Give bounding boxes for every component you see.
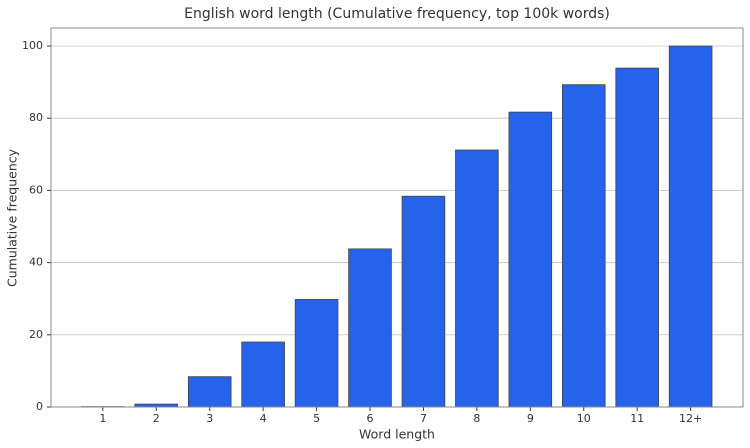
chart-title: English word length (Cumulative frequenc…: [184, 6, 610, 22]
y-tick-label: 20: [29, 328, 43, 341]
x-tick-label: 11: [630, 412, 644, 425]
y-tick-label: 100: [22, 39, 43, 52]
x-tick-label: 9: [527, 412, 534, 425]
y-tick-label: 80: [29, 111, 43, 124]
x-tick-label: 1: [99, 412, 106, 425]
x-tick-label: 2: [153, 412, 160, 425]
x-tick-label: 10: [577, 412, 591, 425]
bar: [561, 84, 606, 408]
bar: [615, 67, 659, 408]
y-axis-label: Cumulative frequency: [5, 148, 20, 287]
x-tick-label: 3: [206, 412, 213, 425]
x-tick-label: 6: [367, 412, 374, 425]
x-tick-label: 8: [473, 412, 480, 425]
x-tick-label: 5: [313, 412, 320, 425]
bar: [401, 195, 446, 408]
bar: [455, 149, 499, 408]
bar: [348, 248, 392, 408]
bar: [294, 299, 339, 408]
bar: [668, 45, 713, 408]
plot-frame: [50, 27, 744, 408]
bar: [187, 376, 232, 408]
y-tick-label: 0: [36, 400, 43, 413]
x-tick-label: 4: [260, 412, 267, 425]
x-axis-label: Word length: [359, 427, 435, 442]
bar: [508, 111, 553, 408]
bar: [241, 341, 285, 408]
x-tick-label: 7: [420, 412, 427, 425]
y-tick-label: 60: [29, 183, 43, 196]
x-tick-label: 12+: [679, 412, 702, 425]
y-tick-label: 40: [29, 256, 43, 269]
